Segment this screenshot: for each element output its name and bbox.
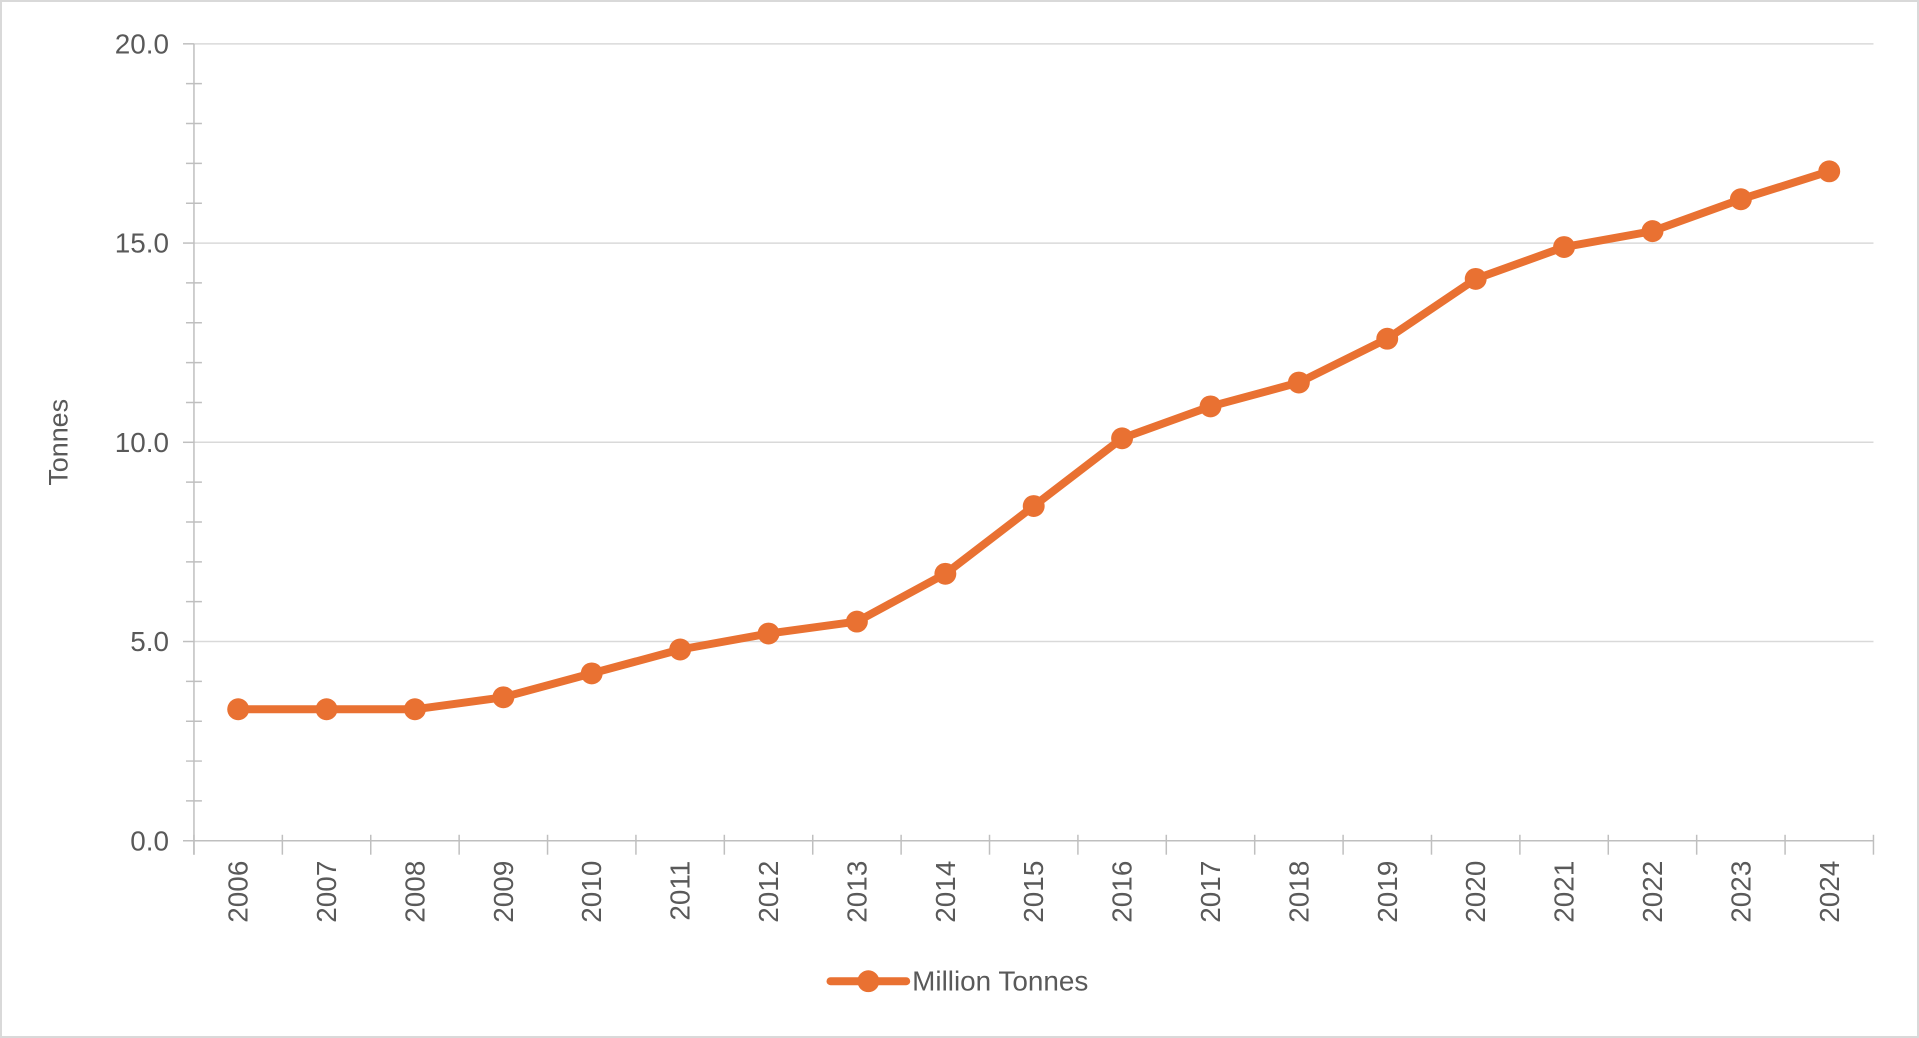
data-point-2007 bbox=[315, 698, 338, 721]
y-axis-title: Tonnes bbox=[43, 399, 73, 486]
data-point-2009 bbox=[492, 686, 515, 709]
data-point-2010 bbox=[580, 662, 603, 685]
series-line bbox=[234, 167, 1834, 714]
data-point-2014 bbox=[934, 562, 957, 585]
y-tick-label: 10.0 bbox=[115, 427, 169, 458]
x-tick-label: 2022 bbox=[1637, 861, 1668, 923]
x-tick-label: 2013 bbox=[841, 861, 872, 923]
x-tick-label: 2016 bbox=[1107, 861, 1138, 923]
x-tick-label: 2006 bbox=[223, 861, 254, 923]
data-point-2023 bbox=[1729, 188, 1752, 211]
data-point-2011 bbox=[669, 638, 692, 661]
axis-layer bbox=[183, 43, 1875, 855]
data-point-2024 bbox=[1818, 160, 1841, 183]
x-tick-label: 2019 bbox=[1372, 861, 1403, 923]
x-tick-label: 2020 bbox=[1460, 861, 1491, 923]
x-tick-label: 2009 bbox=[488, 861, 519, 923]
data-point-2013 bbox=[845, 610, 868, 633]
x-tick-label: 2021 bbox=[1549, 861, 1580, 923]
x-tick-label: 2014 bbox=[930, 861, 961, 923]
y-tick-label: 20.0 bbox=[115, 28, 169, 59]
series-layer bbox=[227, 160, 1841, 721]
data-point-2021 bbox=[1553, 236, 1576, 259]
axis-label-layer: 0.0 5.0 10.0 15.0 20.0 2006 2007 2008 2009 2010 20… bbox=[115, 28, 1845, 922]
x-tick-label: 2007 bbox=[311, 861, 342, 923]
x-tick-label: 2018 bbox=[1283, 861, 1314, 923]
y-tick-label: 5.0 bbox=[130, 626, 169, 657]
data-point-2015 bbox=[1022, 495, 1045, 518]
x-tick-label: 2011 bbox=[665, 861, 696, 921]
data-point-2008 bbox=[403, 698, 426, 721]
data-point-2019 bbox=[1376, 327, 1399, 350]
data-point-2022 bbox=[1641, 220, 1664, 243]
x-tick-label: 2008 bbox=[399, 861, 430, 923]
data-point-2018 bbox=[1287, 371, 1310, 394]
data-point-2016 bbox=[1111, 427, 1134, 450]
data-point-2006 bbox=[227, 698, 250, 721]
x-tick-label: 2010 bbox=[576, 861, 607, 923]
x-tick-label: 2017 bbox=[1195, 861, 1226, 923]
y-tick-label: 15.0 bbox=[115, 228, 169, 259]
x-tick-label: 2012 bbox=[753, 861, 784, 923]
legend-marker bbox=[857, 970, 880, 993]
y-tick-label: 0.0 bbox=[130, 825, 169, 856]
x-tick-label: 2024 bbox=[1814, 861, 1845, 923]
data-point-2017 bbox=[1199, 395, 1222, 418]
legend: Million Tonnes bbox=[826, 966, 1088, 997]
legend-label: Million Tonnes bbox=[912, 966, 1088, 997]
gridline-layer bbox=[193, 43, 1874, 643]
x-tick-label: 2015 bbox=[1018, 861, 1049, 923]
x-tick-label: 2023 bbox=[1725, 861, 1756, 923]
data-point-2012 bbox=[757, 622, 780, 645]
data-point-2020 bbox=[1464, 267, 1487, 290]
